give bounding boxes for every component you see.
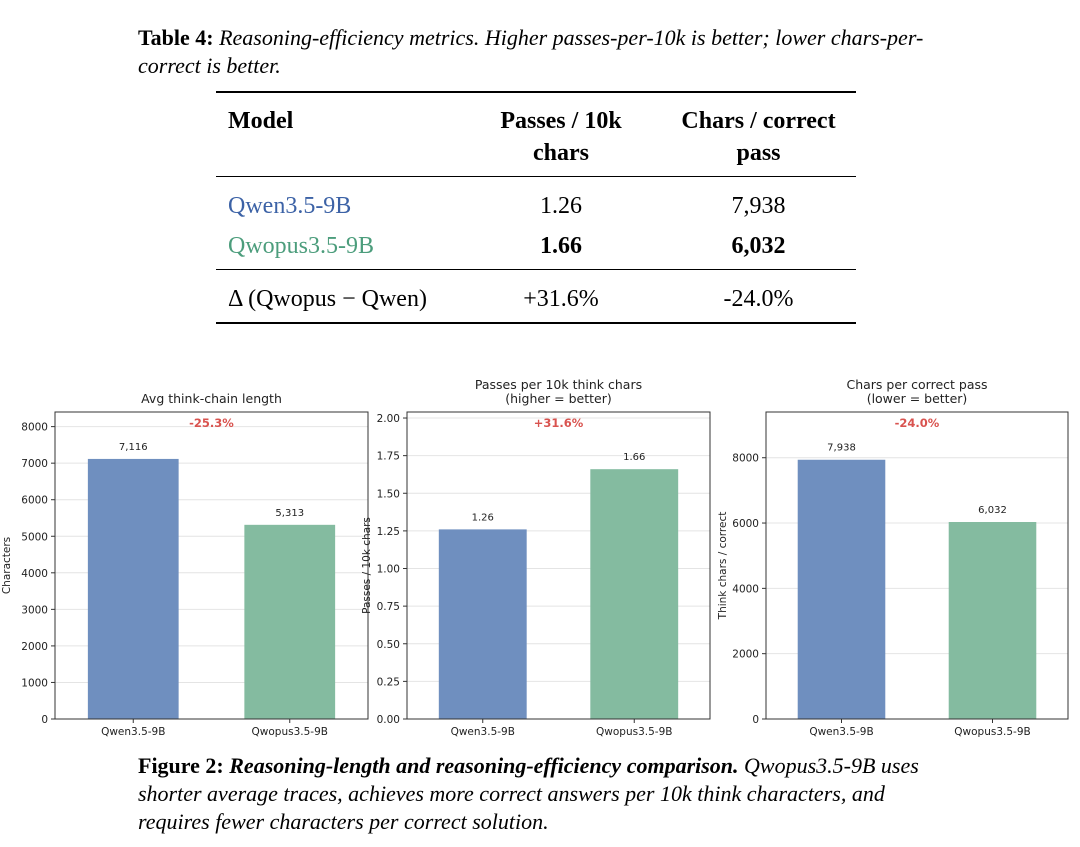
- chart-1-ytick-label: 0: [41, 714, 48, 726]
- chart-1-frame: [54, 411, 369, 720]
- chart-2-ytick-label: 0.50: [377, 639, 400, 651]
- header-passes-line1: Passes / 10k: [500, 108, 622, 134]
- chart-1-bar-label-1: 7,116: [119, 442, 148, 453]
- table-caption-label: Table 4:: [138, 25, 214, 50]
- chart-3-subtitle: (lower = better): [867, 391, 968, 406]
- chart-3-ytick-label: 0: [752, 714, 759, 726]
- chart-2-delta-annotation: +31.6%: [534, 416, 584, 430]
- row-passes-qwen: 1.26: [540, 193, 582, 219]
- row-passes-qwopus: 1.66: [540, 233, 582, 259]
- chart-1-ytick-label: 2000: [21, 641, 48, 653]
- chart-2-bar-1: [438, 529, 527, 719]
- header-passes-line2: chars: [533, 140, 589, 166]
- chart-3-xtick-label: Qwopus3.5-9B: [954, 726, 1030, 738]
- table-caption: Table 4: Reasoning-efficiency metrics. H…: [138, 24, 938, 80]
- chart-3-bar-label-2: 6,032: [978, 505, 1007, 516]
- chart-2-subtitle: (higher = better): [505, 391, 612, 406]
- chart-3-title: Chars per correct pass: [846, 377, 987, 392]
- chart-2-xtick-label: Qwopus3.5-9B: [596, 726, 672, 738]
- chart-1-xtick-label: Qwen3.5-9B: [101, 726, 165, 738]
- chart-1-ytick-label: 5000: [21, 531, 48, 543]
- chart-3-delta-annotation: -24.0%: [895, 416, 940, 430]
- header-chars-line2: pass: [736, 140, 781, 166]
- header-chars-line1: Chars / correct: [681, 108, 836, 134]
- chart-1-ytick-label: 4000: [21, 568, 48, 580]
- chart-1-ytick-label: 8000: [21, 422, 48, 434]
- chart-3-bar-label-1: 7,938: [827, 443, 856, 454]
- chart-2-ytick-label: 1.00: [377, 564, 400, 576]
- chart-2-title: Passes per 10k think chars: [475, 377, 642, 392]
- figure-caption-title: Reasoning-length and reasoning-efficienc…: [229, 753, 739, 778]
- header-passes: Passes / 10k chars: [486, 105, 636, 169]
- chart-2-bar-2: [590, 469, 679, 719]
- chart-1-bar-label-2: 5,313: [275, 508, 304, 519]
- row-chars-qwopus: 6,032: [731, 233, 786, 259]
- table-delta-rule: [216, 269, 856, 270]
- chart-1-xtick-label: Qwopus3.5-9B: [252, 726, 328, 738]
- header-model: Model: [228, 108, 294, 134]
- table-header-rule: [216, 176, 856, 177]
- figure-charts: Avg think-chain length 0 1000 2000 3000 4000 5…: [1, 377, 1069, 738]
- chart-3-xtick-label: Qwen3.5-9B: [809, 726, 873, 738]
- chart-1-title: Avg think-chain length: [141, 391, 282, 406]
- chart-3-frame: [765, 411, 1069, 720]
- chart-2-ytick-label: 0.75: [377, 601, 400, 613]
- table-bottom-rule: [216, 322, 856, 324]
- chart-3-ytick-label: 6000: [732, 518, 759, 530]
- figure-caption: Figure 2: Reasoning-length and reasoning…: [138, 752, 948, 836]
- chart-2-ytick-label: 0.25: [377, 676, 400, 688]
- delta-chars: -24.0%: [723, 286, 794, 312]
- chart-1-bar-2: [244, 524, 336, 719]
- chart-1-ytick-label: 6000: [21, 495, 48, 507]
- chart-1-ylabel: Characters: [1, 537, 13, 594]
- chart-2-ylabel: Passes / 10k chars: [361, 517, 373, 614]
- chart-2-ytick-label: 1.25: [377, 526, 400, 538]
- chart-2-ytick-label: 1.75: [377, 451, 400, 463]
- chart-3-bar-2: [948, 521, 1037, 719]
- row-model-qwen: Qwen3.5-9B: [228, 193, 352, 219]
- figure-caption-label: Figure 2:: [138, 753, 224, 778]
- chart-2-ytick-label: 1.50: [377, 488, 400, 500]
- table-caption-text: Reasoning-efficiency metrics. Higher pas…: [138, 25, 924, 78]
- delta-passes: +31.6%: [523, 286, 599, 312]
- row-model-qwopus: Qwopus3.5-9B: [228, 233, 375, 259]
- row-chars-qwen: 7,938: [731, 193, 786, 219]
- chart-1-bar-1: [87, 458, 179, 719]
- chart-3-ytick-label: 2000: [732, 649, 759, 661]
- chart-1-ytick-label: 1000: [21, 677, 48, 689]
- table-top-rule: [216, 91, 856, 93]
- header-chars: Chars / correct pass: [661, 105, 856, 169]
- chart-3-ylabel: Think chars / correct: [717, 512, 729, 621]
- chart-3-ytick-label: 4000: [732, 583, 759, 595]
- chart-3-ytick-label: 8000: [732, 453, 759, 465]
- chart-2-frame: [406, 411, 711, 720]
- chart-1-ytick-label: 7000: [21, 458, 48, 470]
- chart-1-delta-annotation: -25.3%: [189, 416, 234, 430]
- chart-3-bar-1: [797, 459, 886, 719]
- chart-2-xtick-label: Qwen3.5-9B: [451, 726, 515, 738]
- figure-caption-text: Qwopus3.5-9B uses shorter average traces…: [138, 753, 919, 834]
- chart-2-ytick-label: 2.00: [377, 413, 400, 425]
- chart-2-bar-label-1: 1.26: [472, 512, 494, 523]
- chart-2-bar-label-2: 1.66: [623, 452, 645, 463]
- chart-1-ytick-label: 3000: [21, 604, 48, 616]
- chart-2-ytick-label: 0.00: [377, 714, 400, 726]
- delta-label: Δ (Qwopus − Qwen): [228, 286, 427, 312]
